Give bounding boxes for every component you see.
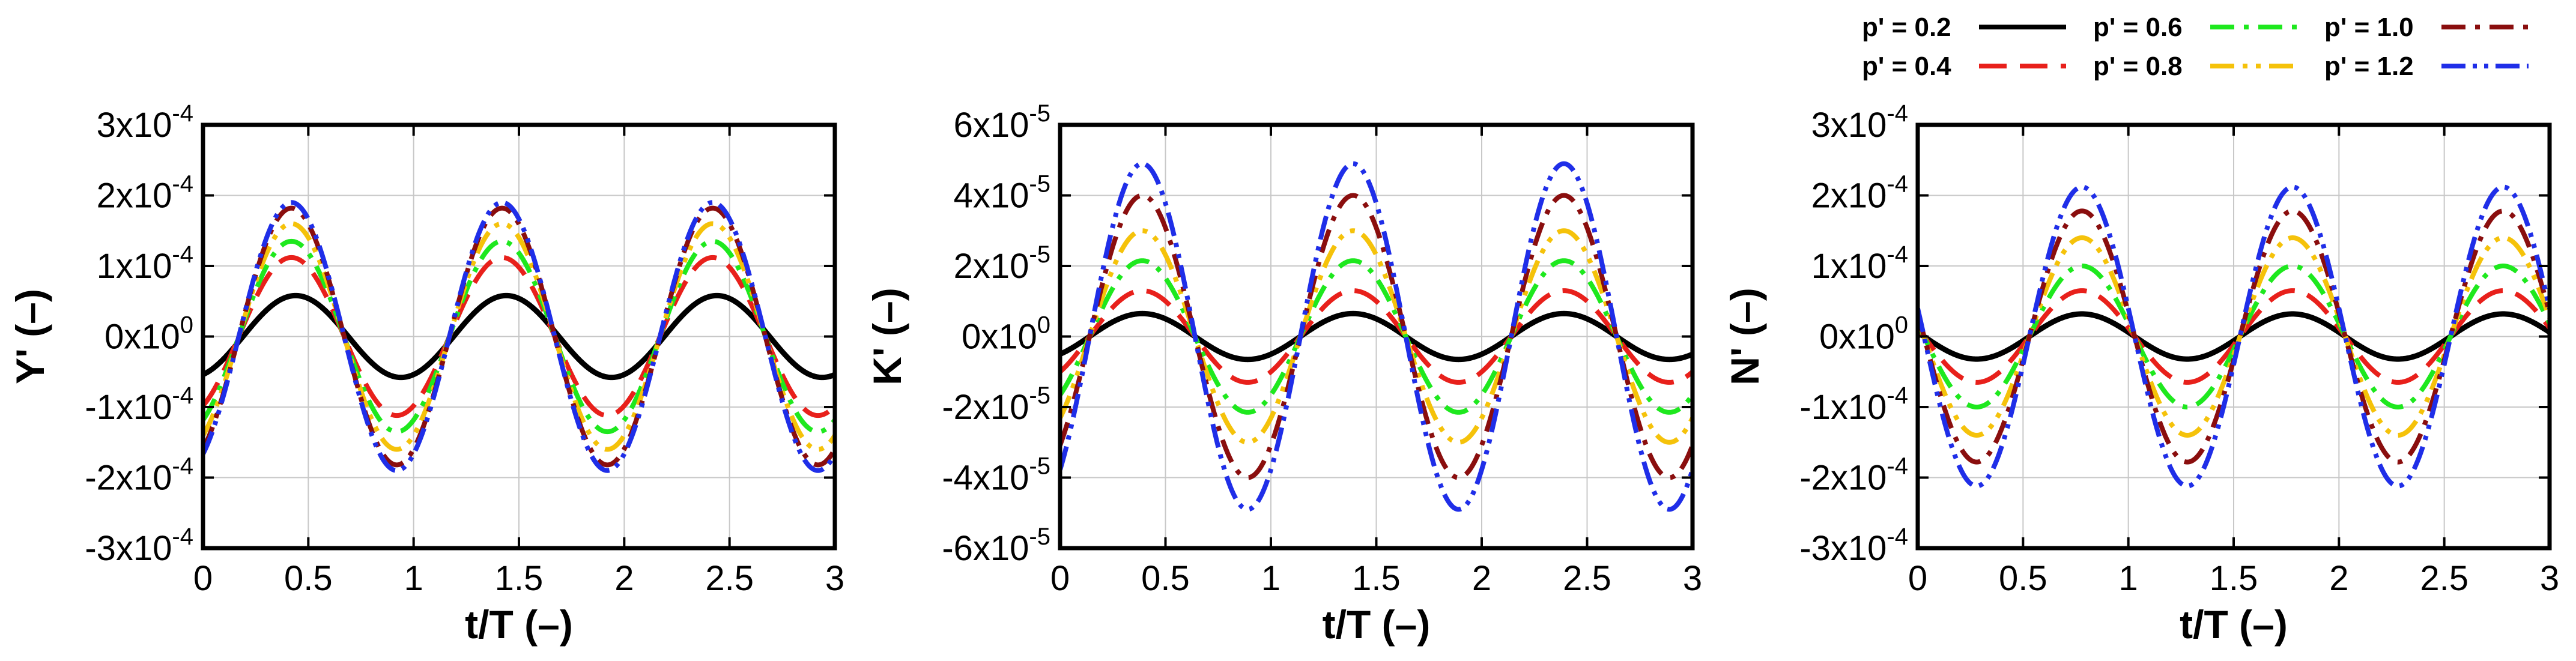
series-line-K-1 [1060,288,1693,385]
x-tick-label: 2.5 [1563,559,1611,598]
legend-item: p' = 0.6 [2093,13,2297,42]
y-axis-title: K' (–) [865,288,909,385]
series-line-K-5 [1060,161,1693,512]
series-line-Y-2 [203,238,835,435]
y-axis-title: N' (–) [1723,288,1767,385]
panel-N: 0 0.5 1 1.5 2 2.5 3 3x10-4 2x10-4 1x10-4 0x100 -1x1… [1723,100,2559,647]
y-tick-label: -1x10-4 [1799,382,1908,427]
y-tick-label: 1x10-4 [97,241,193,286]
x-tick-label: 2.5 [705,559,754,598]
y-tick-label: 1x10-4 [1811,241,1908,286]
y-tick-label: -4x10-5 [942,453,1050,498]
y-tick-label: 3x10-4 [1811,100,1908,145]
y-tick-label: -2x10-5 [942,382,1050,427]
legend-label: p' = 0.8 [2093,52,2183,81]
y-tick-label: -3x10-4 [1799,524,1908,568]
x-tick-label: 3 [2540,559,2559,598]
legend: p' = 0.2 p' = 0.6 p' = 1.0 p' = 0.4 p' = 0.8… [1862,13,2529,81]
y-tick-label: -6x10-5 [942,524,1050,568]
x-tick-label: 2 [614,559,634,598]
y-tick-label: 0x100 [962,312,1050,357]
x-tick-label: 1.5 [1352,559,1401,598]
series-line-Y-3 [203,221,835,452]
legend-label: p' = 0.4 [1862,52,1951,81]
x-tick-label: 0.5 [1141,559,1190,598]
x-axis-title: t/T (–) [1323,602,1431,647]
y-tick-label: -3x10-4 [85,524,193,568]
y-tick-label: 2x10-5 [954,241,1050,286]
y-tick-label: -2x10-4 [1799,453,1908,498]
x-tick-label: 0 [193,559,213,598]
x-axis-title: t/T (–) [465,602,573,647]
series-group [203,200,835,473]
y-tick-label: 4x10-5 [954,171,1050,216]
x-tick-label: 0.5 [284,559,333,598]
y-tick-label: 3x10-4 [97,100,193,145]
series-line-N-0 [1918,311,2550,362]
legend-item: p' = 1.2 [2324,52,2529,81]
y-tick-label: 6x10-5 [954,100,1050,145]
series-line-Y-4 [203,205,835,468]
y-tick-label: 0x100 [105,312,193,357]
x-tick-label: 0 [1050,559,1070,598]
x-tick-label: 2 [2329,559,2348,598]
legend-label: p' = 0.2 [1862,13,1951,42]
x-tick-label: 2.5 [2420,559,2468,598]
x-tick-label: 3 [825,559,844,598]
x-tick-label: 1 [2119,559,2138,598]
x-axis-title: t/T (–) [2180,602,2288,647]
y-tick-label: 2x10-4 [1811,171,1908,216]
y-tick-label: -2x10-4 [85,453,193,498]
series-line-N-5 [1918,184,2550,489]
x-tick-label: 3 [1683,559,1702,598]
legend-label: p' = 1.2 [2324,52,2414,81]
legend-label: p' = 1.0 [2324,13,2414,42]
series-line-K-3 [1060,228,1693,445]
series-line-Y-0 [203,292,835,381]
series-line-K-0 [1060,310,1693,363]
panel-K: 0 0.5 1 1.5 2 2.5 3 6x10-5 4x10-5 2x10-5 0x100 -2x1… [865,100,1702,647]
y-tick-label: 2x10-4 [97,171,193,216]
legend-label: p' = 0.6 [2093,13,2183,42]
x-tick-label: 1.5 [495,559,544,598]
series-group [1918,184,2550,489]
legend-item: p' = 1.0 [2324,13,2529,42]
series-line-K-4 [1060,193,1693,480]
x-tick-label: 0 [1908,559,1927,598]
x-tick-label: 0.5 [1999,559,2047,598]
series-line-Y-1 [203,255,835,418]
legend-item: p' = 0.4 [1862,52,2066,81]
x-tick-label: 2 [1472,559,1491,598]
x-tick-label: 1 [1261,559,1280,598]
legend-item: p' = 0.2 [1862,13,2066,42]
y-tick-label: -1x10-4 [85,382,193,427]
panel-Y: 0 0.5 1 1.5 2 2.5 3 3x10-4 2x10-4 1x10-4 0x100 -1x1… [8,100,844,647]
series-group [1060,161,1693,512]
y-tick-label: 0x100 [1819,312,1908,357]
legend-item: p' = 0.8 [2093,52,2297,81]
series-line-Y-5 [203,200,835,473]
x-tick-label: 1 [404,559,423,598]
x-tick-label: 1.5 [2210,559,2258,598]
y-axis-title: Y' (–) [8,289,52,384]
